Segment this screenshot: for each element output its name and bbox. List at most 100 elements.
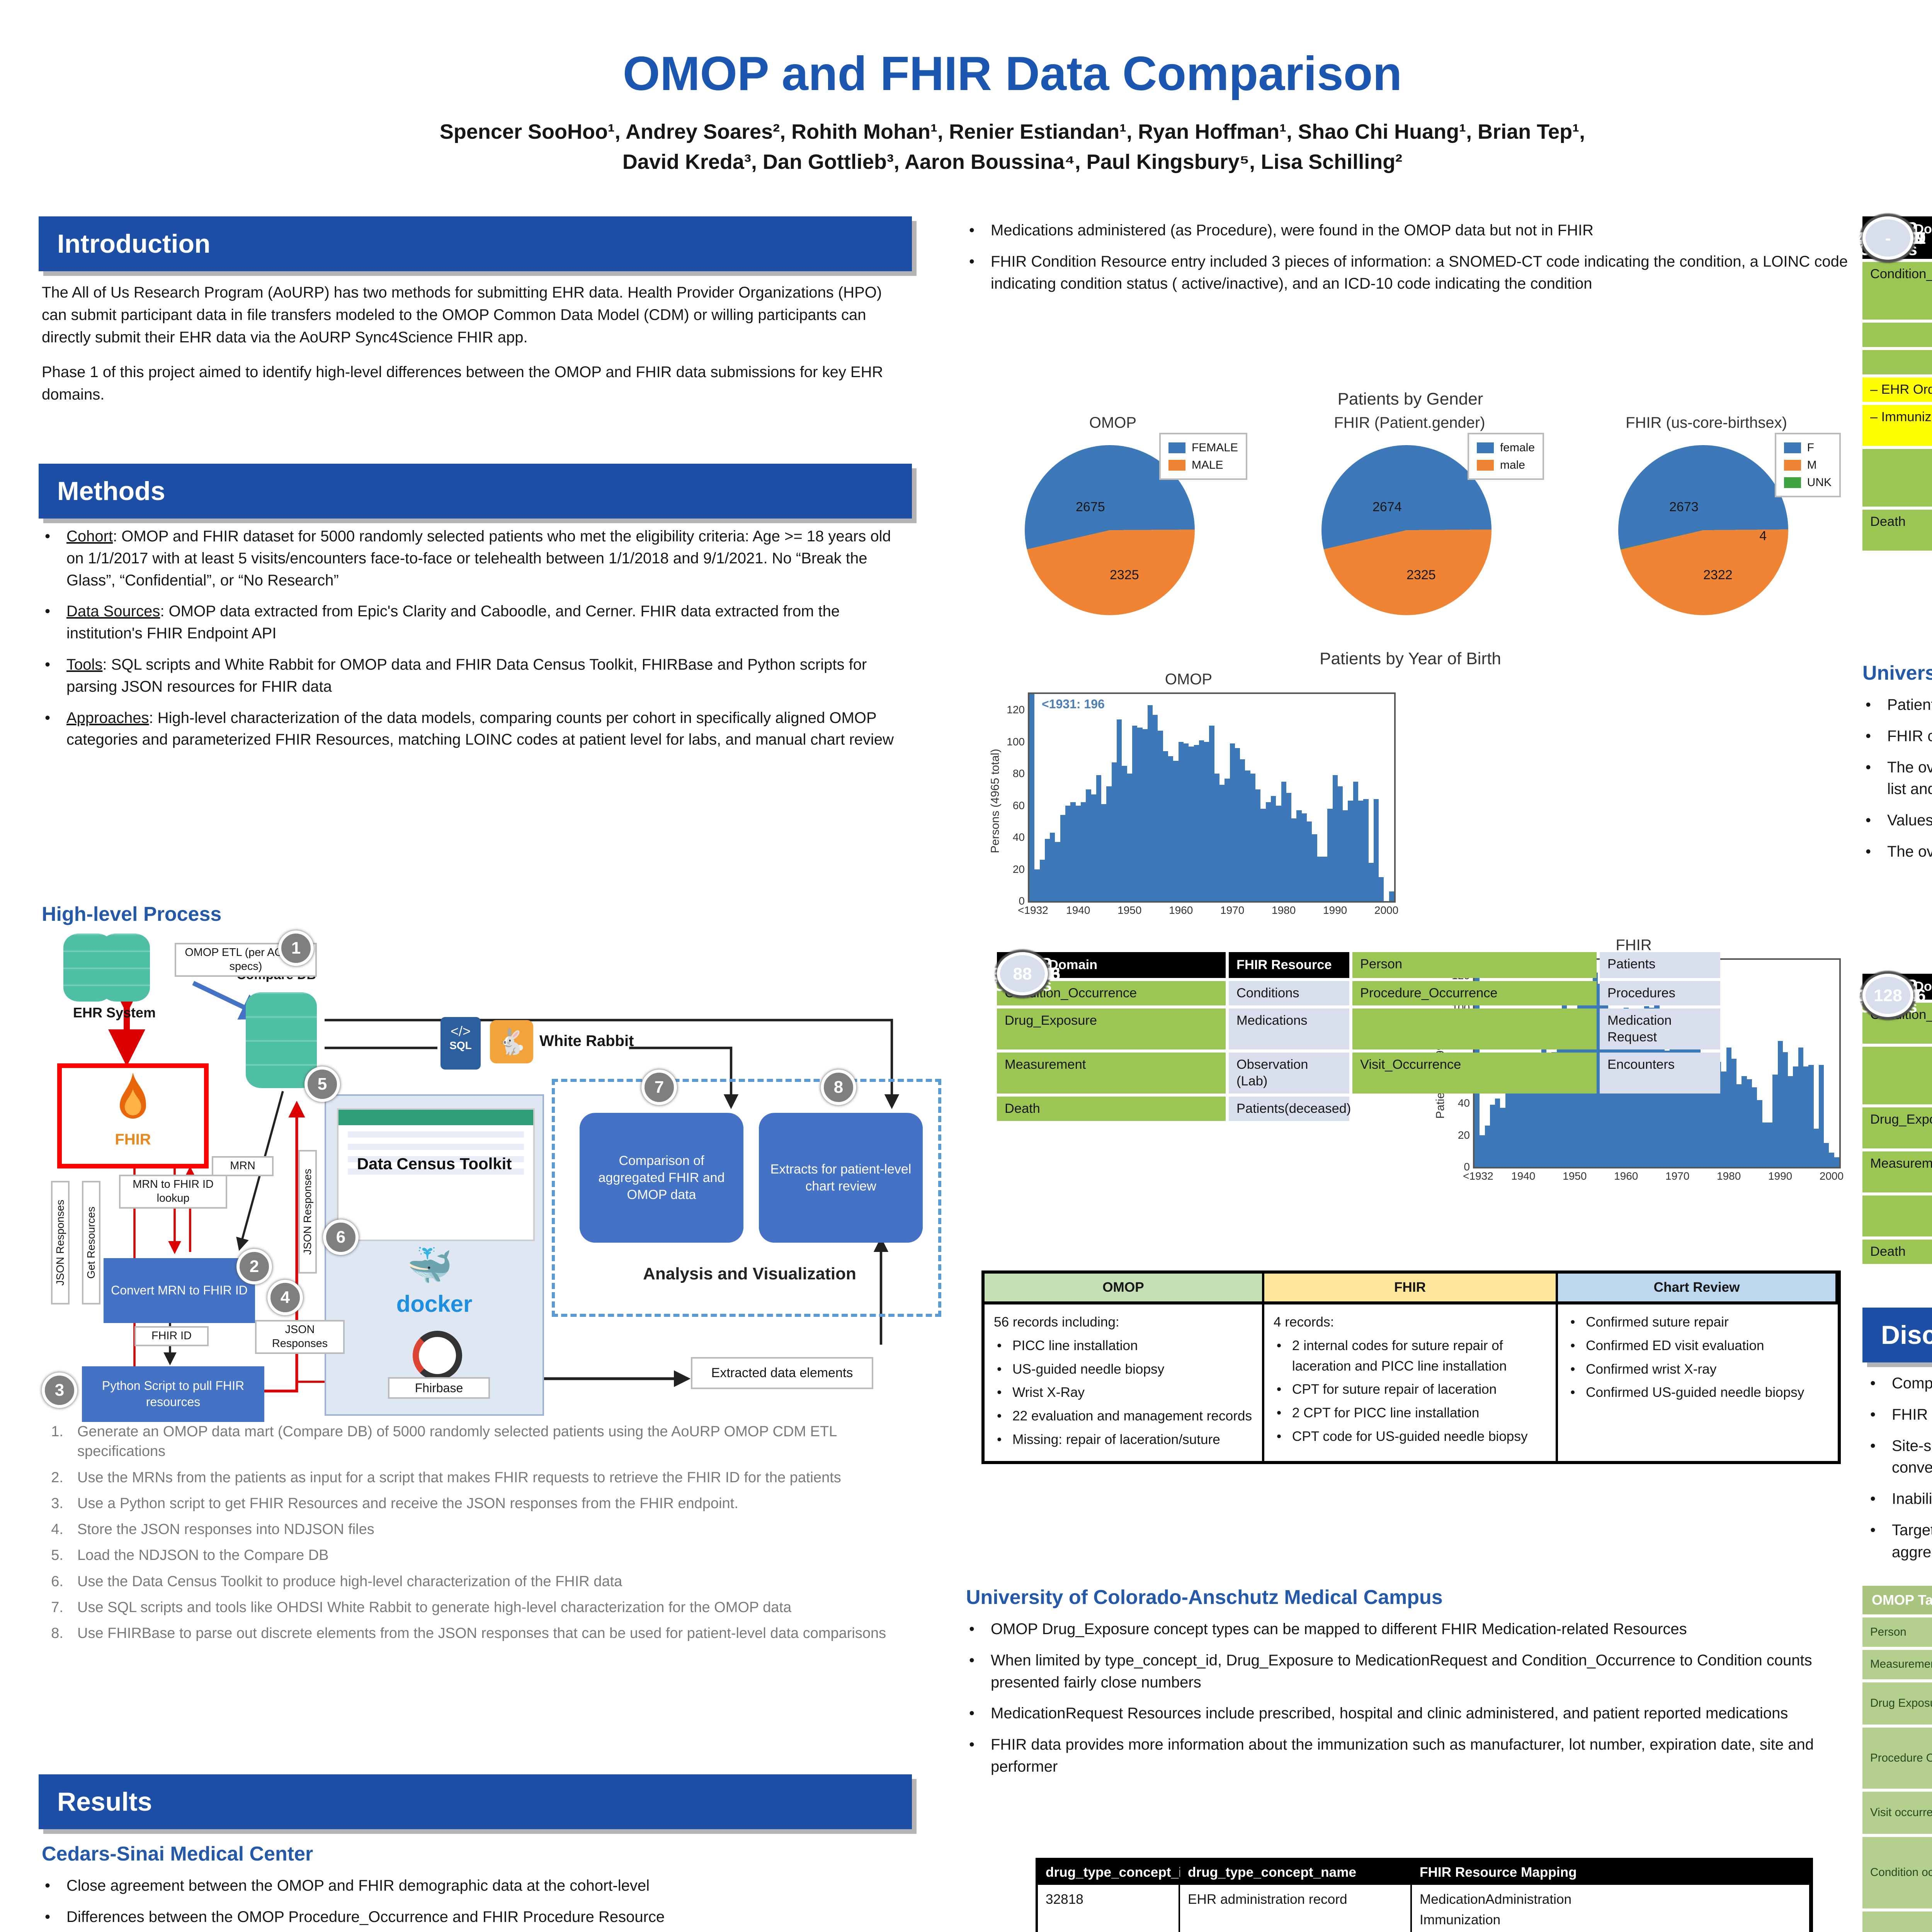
records-bullet: Confirmed ED visit evaluation <box>1567 1336 1828 1357</box>
hist-bar <box>1824 1143 1829 1167</box>
cuamc-bullets: OMOP Drug_Exposure concept types can be … <box>966 1618 1855 1778</box>
bullet-item: FHIR captured the deceased status, but O… <box>1862 725 1932 748</box>
y-tick: 120 <box>1007 704 1025 716</box>
hist-bar <box>1301 813 1307 901</box>
process-step: 2. Use the MRNs from the patients as inpu… <box>42 1468 910 1488</box>
legend-swatch <box>1476 442 1494 453</box>
hist-bar <box>1250 774 1256 901</box>
step-number: 5. <box>51 1547 63 1564</box>
hist-bar <box>1296 810 1302 901</box>
table-cell: Conditions <box>1229 981 1349 1005</box>
hist-annotation: <1931: 196 <box>1042 697 1105 711</box>
mrn-label: MRN <box>212 1156 274 1176</box>
pie-omop: 2675 2325 FEMALE MALE <box>1025 433 1247 615</box>
hist-bar <box>1500 1108 1505 1167</box>
hist-bar <box>1199 740 1204 901</box>
records-column: 4 records: 2 internal codes for suture re… <box>1264 1304 1558 1461</box>
hist-bar <box>1034 869 1040 901</box>
hist-bar <box>1245 770 1250 901</box>
bullet-item: Tools: SQL scripts and White Rabbit for … <box>42 654 907 698</box>
y-tick: 20 <box>1012 863 1025 875</box>
hist-bar <box>1322 856 1328 901</box>
drug-header: drug_type_concept_name <box>1180 1860 1412 1885</box>
table-cell: – Immunization (CVX) <box>1862 405 1932 446</box>
cedars-heading: Cedars-Sinai Medical Center <box>42 1843 313 1865</box>
hist-bar <box>1490 1105 1495 1167</box>
hist-omop-plot: 0 20 40 60 80 100 120 <1932 1940 1950 1960 1970 1980… <box>1007 692 1398 916</box>
fhirbase-label: Fhirbase <box>388 1377 490 1399</box>
sql-file-icon: </> SQL <box>440 1017 481 1070</box>
step-number: 4. <box>51 1521 63 1538</box>
hist-bar <box>1332 775 1338 901</box>
hist-bar <box>1060 815 1066 901</box>
y-tick: 60 <box>1012 799 1025 811</box>
table-cell: Death <box>1862 510 1932 551</box>
mapping-row: Measurement <box>1862 1650 1932 1679</box>
hist-bar <box>1353 781 1358 901</box>
legend-item: M <box>1784 456 1832 474</box>
comparison-box: Comparison of aggregated FHIR and OMOP d… <box>580 1113 743 1243</box>
hist-bar <box>1096 775 1102 901</box>
hist-bar <box>1788 1076 1793 1167</box>
table-cell: Observation (Lab) <box>1229 1053 1349 1094</box>
step-text: Use FHIRBase to parse out discrete eleme… <box>77 1625 886 1642</box>
docker-label: docker <box>396 1291 473 1317</box>
step-text: Generate an OMOP data mart (Compare DB) … <box>77 1423 837 1460</box>
page-title: OMOP and FHIR Data Comparison <box>622 47 1402 100</box>
table-cell: 88 <box>997 952 1048 995</box>
hist-bar <box>1091 794 1096 901</box>
y-tick: 20 <box>1458 1129 1470 1141</box>
legend-item: MALE <box>1168 456 1238 474</box>
pie-fhir-birthsex-title: FHIR (us-core-birthsex) <box>1626 414 1787 431</box>
hist-bar <box>1183 743 1189 901</box>
fhir-flame-icon <box>120 1073 146 1119</box>
hist-bar <box>1348 801 1353 901</box>
hist-bar <box>1270 796 1276 901</box>
drug-mapping: MedicationAdministration Immunization <box>1412 1885 1811 1932</box>
step-number: 7. <box>51 1599 63 1616</box>
bullet-text: : High-level characterization of the dat… <box>66 709 894 748</box>
legend-item: F <box>1784 439 1832 456</box>
legend-swatch <box>1784 459 1801 471</box>
table-cell: Procedure_Occurrence <box>1352 981 1597 1005</box>
hist-bar <box>1065 805 1071 901</box>
pie-fhir-gender: 2674 2325 female male <box>1321 433 1544 615</box>
hist-bar <box>1379 877 1384 901</box>
hist-bar <box>1829 1152 1834 1167</box>
bullet-lead: Data Sources <box>66 603 160 620</box>
bullet-item: Approaches: High-level characterization … <box>42 707 907 751</box>
step-text: Load the NDJSON to the Compare DB <box>77 1547 329 1564</box>
y-tick: 100 <box>1007 735 1025 748</box>
x-tick: 1970 <box>1220 904 1245 916</box>
records-bullet: US-guided needle biopsy <box>994 1359 1253 1380</box>
bullet-lead: Tools <box>66 656 103 673</box>
section-results: Results <box>39 1774 912 1829</box>
x-tick: 1940 <box>1511 1170 1536 1182</box>
records-bullet: CPT for suture repair of laceration <box>1274 1379 1546 1400</box>
hist-bar <box>1070 802 1076 901</box>
hist-bar <box>1291 818 1297 901</box>
records-bullet: Wrist X-Ray <box>994 1383 1253 1403</box>
mapping-row: Visit occurrence <box>1862 1791 1932 1834</box>
hist-bar <box>1235 748 1240 901</box>
ehr-system-label: EHR System <box>73 1005 156 1020</box>
table-header: FHIR Resource <box>1229 952 1349 978</box>
bullet-item: Values from the OMOP Measurement table w… <box>1862 810 1932 832</box>
drug-cell: EHR administration record <box>1180 1885 1412 1932</box>
hist-bar <box>1214 774 1219 901</box>
step-number: 3. <box>51 1495 63 1512</box>
bullet-item: Site-specific differences: 1) OMOP ETL c… <box>1867 1435 1932 1479</box>
y-tick: 40 <box>1012 831 1025 844</box>
table-cell: - <box>1862 216 1913 260</box>
pie-value: 2322 <box>1703 567 1733 582</box>
hist-bar <box>1721 1071 1726 1167</box>
pie-omop-title: OMOP <box>1089 414 1137 431</box>
bullet-item: The overall count of encounters from FHI… <box>1862 841 1932 863</box>
step-5-badge: 5 <box>304 1066 340 1102</box>
x-tick: 1990 <box>1323 904 1347 916</box>
x-tick: <1932 <box>1018 904 1048 916</box>
step-2-badge: 2 <box>236 1249 272 1284</box>
bullet-item: FHIR data provides more information abou… <box>966 1734 1855 1778</box>
mapping-diagram: OMOP Tables Person Measurement Drug Exposur… <box>1862 1586 1932 1932</box>
mapping-row: Death (only looking at death date) <box>1862 1911 1932 1932</box>
